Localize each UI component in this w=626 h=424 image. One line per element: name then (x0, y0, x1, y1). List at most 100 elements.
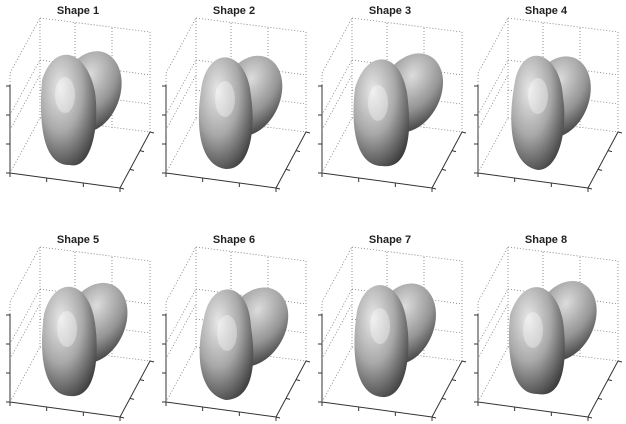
axis-line (322, 173, 432, 188)
grid-line (322, 18, 352, 73)
grid-line (352, 18, 462, 32)
grid-line (166, 60, 196, 115)
grid-line (322, 118, 352, 173)
panel: Shape 3 (318, 5, 466, 192)
grid-line (322, 347, 352, 402)
axis-line (166, 173, 276, 188)
grid-line (322, 247, 352, 302)
grid-line (166, 347, 196, 402)
axis-line (442, 398, 446, 399)
axis-line (120, 361, 150, 417)
axis-line (588, 132, 618, 188)
grid-line (196, 18, 306, 32)
grid-line (10, 289, 40, 344)
grid-line (478, 304, 508, 359)
grid-line (478, 347, 508, 402)
axis-line (306, 132, 310, 133)
panel-title: Shape 2 (213, 5, 255, 17)
axis-line (276, 361, 306, 417)
grid-line (166, 18, 196, 73)
axis-line (588, 188, 592, 189)
axis-line (432, 188, 436, 189)
shape-highlight (370, 308, 390, 344)
panel: Shape 6 (162, 234, 310, 421)
axis-line (150, 132, 154, 133)
axis-line (478, 173, 588, 188)
grid-line (322, 289, 352, 344)
axis-line (130, 169, 134, 170)
grid-line (40, 247, 150, 261)
panel-title: Shape 1 (57, 5, 99, 17)
axis-line (432, 132, 462, 188)
axis-line (120, 132, 150, 188)
panel: Shape 7 (318, 234, 466, 421)
shape-highlight (57, 311, 77, 347)
axis-line (618, 361, 622, 362)
grid-line (10, 247, 40, 302)
panel-title: Shape 4 (525, 5, 568, 17)
grid-line (166, 304, 196, 359)
axis-line (432, 417, 436, 418)
grid-line (166, 247, 196, 302)
panel-title: Shape 5 (57, 234, 99, 246)
axis-line (276, 188, 280, 189)
grid-line (478, 75, 508, 130)
axis-line (452, 380, 456, 381)
axis-line (286, 398, 290, 399)
panel: Shape 4 (474, 5, 622, 192)
grid-line (352, 247, 462, 261)
shape-highlight (523, 312, 543, 348)
shape-highlight (55, 77, 75, 113)
grid-line (478, 18, 508, 73)
shape-highlight (528, 78, 548, 114)
panel-title: Shape 3 (369, 5, 411, 17)
axis-line (140, 151, 144, 152)
axis-line (608, 151, 612, 152)
grid-line (10, 347, 40, 402)
axis-line (598, 398, 602, 399)
grid-line (196, 247, 306, 261)
panel: Shape 8 (474, 234, 622, 421)
axis-line (166, 402, 276, 417)
grid-line (478, 60, 508, 115)
grid-line (478, 289, 508, 344)
axis-line (462, 132, 466, 133)
grid-line (322, 75, 352, 130)
axis-line (10, 173, 120, 188)
axis-line (452, 151, 456, 152)
axis-line (10, 402, 120, 417)
axis-line (588, 361, 618, 417)
grid-line (40, 18, 150, 32)
axis-line (150, 361, 154, 362)
panel-title: Shape 7 (369, 234, 411, 246)
figure: Shape 1 Shape 2 Shape 3 Shape 4 Shape 5 Shape… (0, 0, 626, 424)
axis-line (306, 361, 310, 362)
panel: Shape 1 (6, 5, 154, 192)
axis-line (598, 169, 602, 170)
axis-line (322, 402, 432, 417)
axis-line (588, 417, 592, 418)
grid-line (10, 118, 40, 173)
grid-line (166, 75, 196, 130)
axis-line (478, 402, 588, 417)
axis-line (140, 380, 144, 381)
panel: Shape 5 (6, 234, 154, 421)
panel-title: Shape 6 (213, 234, 255, 246)
grid-line (10, 60, 40, 115)
axis-line (462, 361, 466, 362)
grid-line (508, 247, 618, 261)
axis-line (296, 380, 300, 381)
axis-line (120, 188, 124, 189)
shape-highlight (217, 315, 237, 351)
shape-highlight (368, 85, 388, 121)
axis-line (432, 361, 462, 417)
grid-line (166, 289, 196, 344)
axis-line (120, 417, 124, 418)
axis-line (618, 132, 622, 133)
grid-line (322, 60, 352, 115)
shape-highlight (215, 81, 235, 117)
axis-line (296, 151, 300, 152)
grid-line (478, 118, 508, 173)
axis-line (276, 132, 306, 188)
axis-line (286, 169, 290, 170)
